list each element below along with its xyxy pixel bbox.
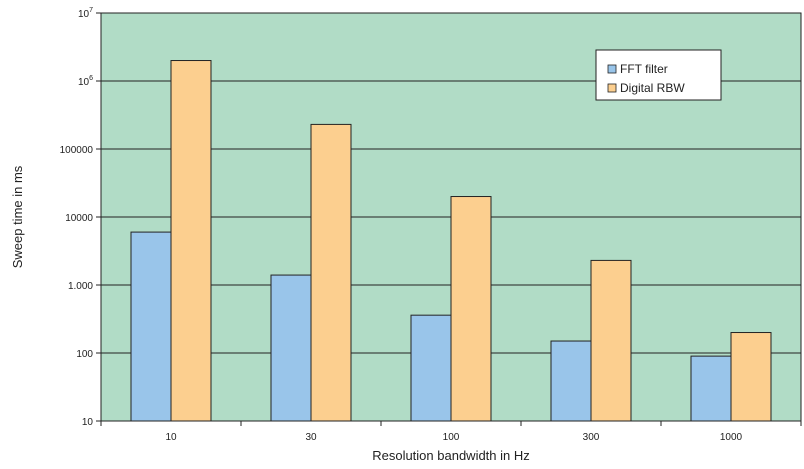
y-tick-label: 100 xyxy=(76,349,93,360)
x-tick-label: 1000 xyxy=(720,432,743,443)
y-tick-label: 106 xyxy=(78,75,93,88)
bar-fft-filter-10 xyxy=(130,231,172,422)
x-tick-label: 10 xyxy=(165,432,177,443)
legend-box xyxy=(595,49,722,101)
y-tick-label: 1.000 xyxy=(68,281,93,292)
bar-digital-rbw-1000 xyxy=(730,332,772,422)
bar-digital-rbw-100 xyxy=(450,196,492,422)
x-tick-label: 100 xyxy=(443,432,460,443)
bar-fft-filter-30 xyxy=(270,274,312,422)
legend-label-digital-rbw: Digital RBW xyxy=(620,81,685,95)
legend-label-fft-filter: FFT filter xyxy=(620,62,668,76)
y-tick-label: 10000 xyxy=(65,213,93,224)
bar-fft-filter-100 xyxy=(410,314,452,422)
y-tick-label: 100000 xyxy=(60,145,94,156)
x-axis-title: Resolution bandwidth in Hz xyxy=(372,448,530,463)
y-axis-title: Sweep time in ms xyxy=(10,165,25,268)
bar-fft-filter-1000 xyxy=(690,355,732,422)
bar-digital-rbw-10 xyxy=(170,60,212,422)
y-tick-label: 107 xyxy=(78,7,93,20)
y-axis: 10 100 1.000 10000 100000 106 107 xyxy=(60,7,101,428)
x-tick-label: 30 xyxy=(305,432,317,443)
bar-fft-filter-300 xyxy=(550,340,592,422)
x-tick-label: 300 xyxy=(583,432,600,443)
legend-swatch-fft-filter xyxy=(607,64,617,74)
y-tick-label: 10 xyxy=(82,417,94,428)
bar-digital-rbw-30 xyxy=(310,123,352,422)
bar-digital-rbw-300 xyxy=(590,259,632,422)
legend-swatch-digital-rbw xyxy=(607,83,617,93)
x-axis: 10 30 100 300 1000 xyxy=(100,421,802,443)
bars xyxy=(130,60,772,422)
legend: FFT filter Digital RBW xyxy=(595,49,722,101)
